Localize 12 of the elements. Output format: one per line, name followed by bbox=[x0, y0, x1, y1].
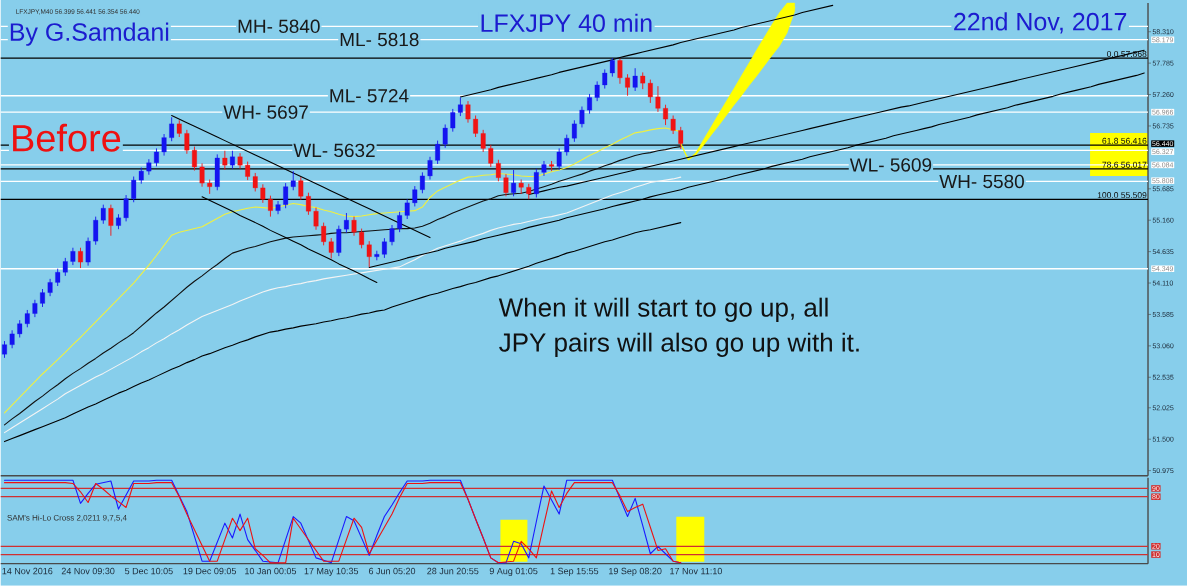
x-tick-label: 5 Dec 10:05 bbox=[124, 568, 173, 575]
x-tick-label: 9 Aug 01:05 bbox=[489, 568, 538, 577]
x-tick-label: 17 Nov 11:10 bbox=[670, 568, 722, 575]
x-tick-label: 14 Nov 2016 bbox=[2, 568, 53, 575]
x-tick-label: 6 Jun 05:20 bbox=[368, 568, 416, 575]
x-tick-label: 28 Jun 20:55 bbox=[427, 568, 479, 575]
x-tick-label: 19 Sep 08:20 bbox=[609, 568, 662, 577]
x-tick-label: 17 May 10:35 bbox=[304, 568, 359, 577]
x-tick-label: 10 Jan 00:05 bbox=[245, 568, 297, 575]
x-tick-label: 1 Sep 15:55 bbox=[550, 568, 599, 577]
x-tick-label: 19 Dec 09:05 bbox=[183, 568, 237, 575]
x-tick-label: 24 Nov 09:30 bbox=[61, 568, 115, 575]
